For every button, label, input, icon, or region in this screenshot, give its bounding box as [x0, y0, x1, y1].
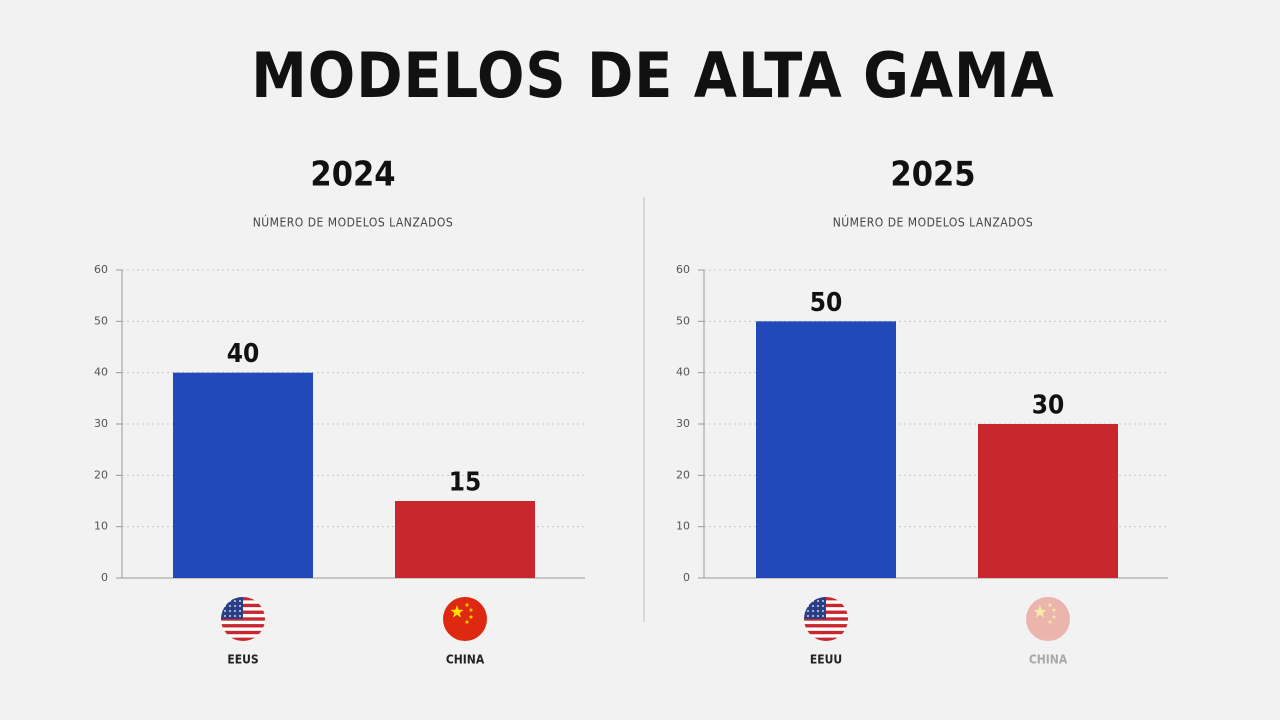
flag-bg [1026, 597, 1070, 641]
y-tick-label: 40 [676, 366, 690, 379]
flag-star [234, 615, 236, 617]
flag-star [234, 610, 236, 612]
y-tick-label: 40 [94, 366, 108, 379]
flag-star [807, 610, 809, 612]
flag-star [822, 605, 824, 607]
flag-stripe [221, 630, 265, 635]
flag-icon [804, 597, 848, 641]
flag-star [229, 610, 231, 612]
flag-stripe [804, 637, 848, 641]
bar [978, 424, 1118, 578]
flag-stripe [804, 624, 848, 628]
y-tick-label: 20 [94, 468, 108, 481]
flag-star [812, 605, 814, 607]
y-tick-label: 50 [676, 314, 690, 327]
flag-star [817, 615, 819, 617]
y-tick-label: 50 [94, 314, 108, 327]
flag-star [807, 615, 809, 617]
flag-star [812, 610, 814, 612]
x-tick-label: EEUS [227, 653, 258, 667]
x-tick-label: EEUU [810, 653, 842, 667]
chart-subtitle: NÚMERO DE MODELOS LANZADOS [833, 215, 1034, 230]
value-label: 15 [449, 468, 482, 498]
y-tick-label: 10 [676, 520, 690, 533]
flag-icon [443, 597, 487, 641]
chart-title: 2024 [310, 155, 395, 195]
y-tick-label: 30 [676, 417, 690, 430]
flag-star [817, 610, 819, 612]
flag-star [817, 600, 819, 602]
flag-star [239, 615, 241, 617]
flag-star [464, 602, 470, 608]
flag-star [1033, 605, 1047, 618]
flag-star [234, 600, 236, 602]
flag-star [1047, 602, 1053, 608]
flag-star [239, 610, 241, 612]
y-tick-label: 30 [94, 417, 108, 430]
flag-star [1051, 607, 1057, 613]
flag-star [464, 619, 470, 625]
flag-icon [1026, 597, 1070, 641]
x-tick-label: CHINA [446, 653, 485, 667]
flag-star [229, 615, 231, 617]
flag-star [1051, 614, 1057, 620]
flag-star [468, 607, 474, 613]
flag-star [229, 600, 231, 602]
y-tick-label: 10 [94, 520, 108, 533]
flag-star [822, 615, 824, 617]
flag-star [224, 610, 226, 612]
x-tick-label: CHINA [1029, 653, 1068, 667]
value-label: 30 [1032, 391, 1065, 421]
flag-icon [221, 597, 265, 641]
flag-star [1047, 619, 1053, 625]
flag-star [234, 605, 236, 607]
flag-star [822, 600, 824, 602]
y-tick-label: 60 [94, 263, 108, 276]
flag-star [224, 605, 226, 607]
chart-subtitle: NÚMERO DE MODELOS LANZADOS [253, 215, 454, 230]
y-tick-label: 0 [101, 571, 108, 584]
value-label: 50 [810, 288, 843, 318]
bar [395, 501, 535, 578]
value-label: 40 [227, 339, 260, 369]
flag-star [807, 600, 809, 602]
flag-star [807, 605, 809, 607]
flag-star [812, 615, 814, 617]
flag-star [822, 610, 824, 612]
y-tick-label: 20 [676, 468, 690, 481]
flag-star [224, 600, 226, 602]
flag-stripe [221, 637, 265, 641]
main-title: MODELOS DE ALTA GAMA [251, 39, 1054, 112]
flag-star [239, 605, 241, 607]
flag-star [817, 605, 819, 607]
flag-star [224, 615, 226, 617]
flag-star [812, 600, 814, 602]
flag-stripe [804, 630, 848, 635]
chart-title: 2025 [890, 155, 975, 195]
bar [756, 321, 896, 578]
flag-star [468, 614, 474, 620]
y-tick-label: 60 [676, 263, 690, 276]
flag-stripe [221, 624, 265, 628]
flag-star [239, 600, 241, 602]
y-tick-label: 0 [683, 571, 690, 584]
bar [173, 372, 313, 578]
flag-star [450, 605, 464, 618]
flag-bg [443, 597, 487, 641]
flag-star [229, 605, 231, 607]
